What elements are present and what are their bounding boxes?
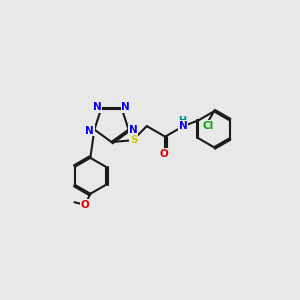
Text: S: S: [130, 135, 137, 145]
Text: N: N: [179, 121, 188, 131]
Text: O: O: [159, 149, 168, 159]
Text: O: O: [81, 200, 89, 210]
Text: Cl: Cl: [202, 121, 213, 130]
Text: N: N: [122, 102, 130, 112]
Text: N: N: [85, 126, 94, 136]
Text: N: N: [129, 124, 138, 135]
Text: N: N: [93, 102, 101, 112]
Text: H: H: [178, 116, 186, 126]
